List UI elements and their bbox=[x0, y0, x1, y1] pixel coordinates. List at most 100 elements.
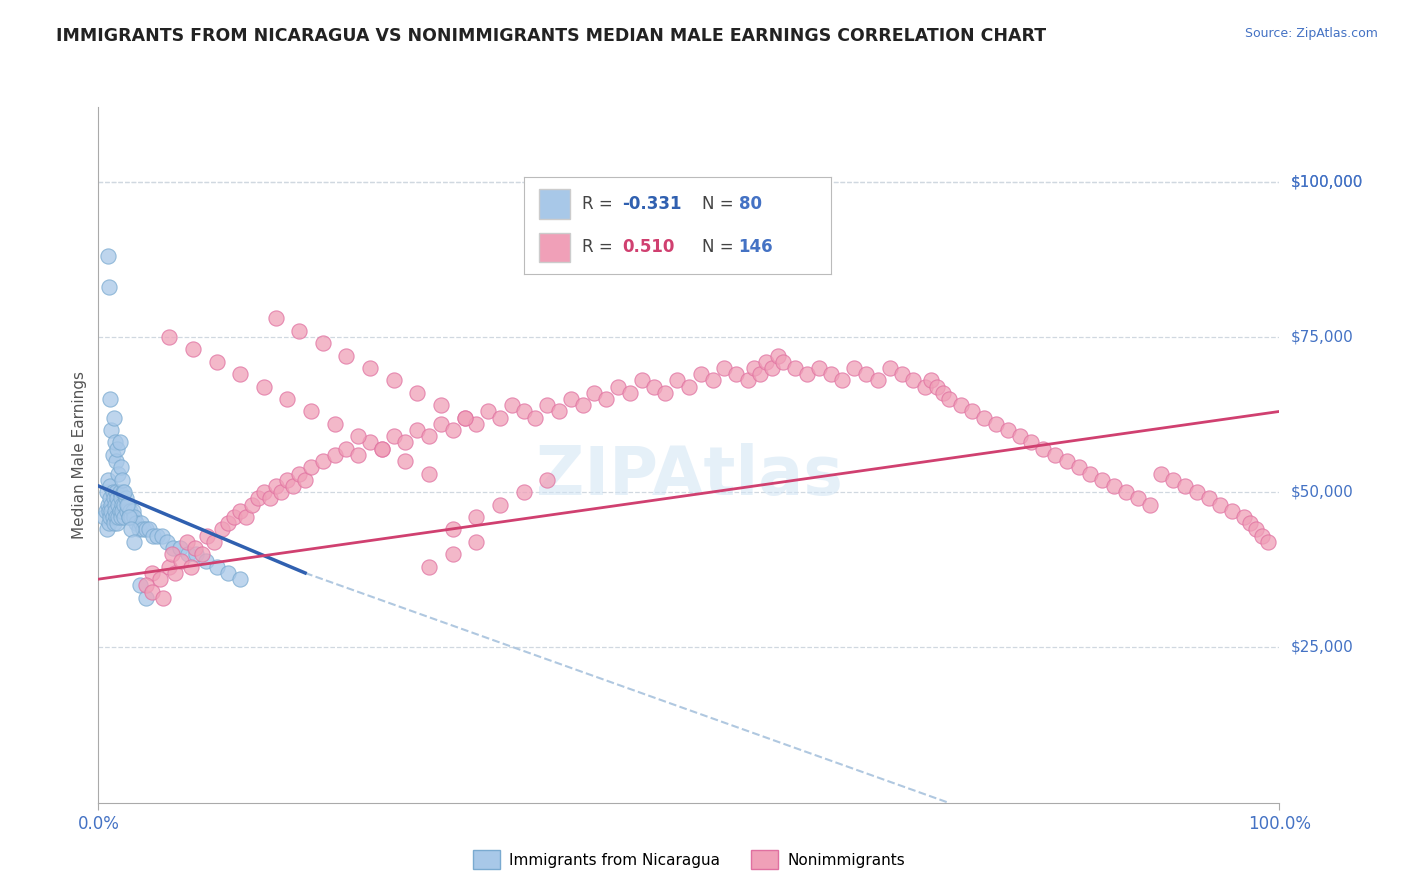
Point bbox=[121, 523, 143, 537]
Point bbox=[1209, 498, 1232, 512]
Point bbox=[1244, 523, 1267, 537]
Point bbox=[879, 360, 901, 375]
Point bbox=[264, 311, 287, 326]
Point bbox=[536, 473, 558, 487]
Point bbox=[382, 429, 405, 443]
Point bbox=[1239, 516, 1261, 531]
Point bbox=[229, 367, 252, 381]
Point bbox=[949, 398, 972, 412]
Point bbox=[761, 360, 783, 375]
Point bbox=[121, 504, 143, 518]
Point bbox=[583, 385, 606, 400]
Point bbox=[181, 343, 204, 357]
Point bbox=[430, 417, 453, 431]
Point bbox=[441, 523, 464, 537]
Point bbox=[1185, 485, 1208, 500]
Point bbox=[1250, 529, 1272, 543]
Point bbox=[105, 491, 128, 506]
Point bbox=[170, 553, 193, 567]
Point bbox=[229, 572, 252, 586]
Text: N =: N = bbox=[702, 238, 734, 256]
Point bbox=[276, 473, 298, 487]
Point bbox=[973, 410, 995, 425]
Point bbox=[595, 392, 617, 406]
Point bbox=[406, 423, 429, 437]
Text: $100,000: $100,000 bbox=[1291, 174, 1362, 189]
Point bbox=[903, 373, 925, 387]
Point bbox=[156, 534, 179, 549]
Point bbox=[1080, 467, 1102, 481]
Point bbox=[925, 379, 948, 393]
Point bbox=[246, 491, 269, 506]
Point bbox=[115, 504, 138, 518]
Point bbox=[335, 349, 357, 363]
Point bbox=[465, 417, 488, 431]
Point bbox=[536, 398, 558, 412]
Point bbox=[465, 510, 488, 524]
Point bbox=[211, 523, 233, 537]
Point bbox=[97, 473, 120, 487]
Point bbox=[177, 547, 200, 561]
Point bbox=[105, 442, 128, 456]
Point bbox=[571, 398, 593, 412]
Text: $50,000: $50,000 bbox=[1291, 484, 1354, 500]
Text: IMMIGRANTS FROM NICARAGUA VS NONIMMIGRANTS MEDIAN MALE EARNINGS CORRELATION CHAR: IMMIGRANTS FROM NICARAGUA VS NONIMMIGRAN… bbox=[56, 27, 1046, 45]
Point bbox=[103, 516, 125, 531]
Text: $25,000: $25,000 bbox=[1291, 640, 1354, 655]
Point bbox=[100, 423, 122, 437]
Point bbox=[94, 504, 117, 518]
Point bbox=[122, 510, 145, 524]
Point bbox=[418, 467, 440, 481]
Point bbox=[489, 410, 512, 425]
Point bbox=[1150, 467, 1173, 481]
Point bbox=[1056, 454, 1078, 468]
Point bbox=[108, 485, 131, 500]
Point bbox=[224, 510, 246, 524]
Point bbox=[335, 442, 357, 456]
Point bbox=[110, 491, 132, 506]
Point bbox=[101, 448, 124, 462]
Point bbox=[128, 523, 150, 537]
Point bbox=[97, 498, 120, 512]
Point bbox=[101, 485, 124, 500]
Text: 146: 146 bbox=[738, 238, 773, 256]
Point bbox=[122, 534, 145, 549]
Point bbox=[240, 498, 263, 512]
Point bbox=[98, 491, 121, 506]
Point bbox=[560, 392, 582, 406]
Point bbox=[489, 498, 512, 512]
Point bbox=[725, 367, 748, 381]
Point bbox=[205, 559, 228, 574]
Point bbox=[107, 498, 129, 512]
Point bbox=[323, 417, 346, 431]
Point bbox=[441, 423, 464, 437]
Point bbox=[110, 510, 132, 524]
Point bbox=[118, 510, 141, 524]
Point bbox=[382, 373, 405, 387]
Point bbox=[1174, 479, 1197, 493]
Point bbox=[165, 566, 187, 580]
Point bbox=[107, 467, 129, 481]
Legend: Immigrants from Nicaragua, Nonimmigrants: Immigrants from Nicaragua, Nonimmigrants bbox=[467, 845, 911, 875]
Point bbox=[477, 404, 499, 418]
Point bbox=[1021, 435, 1043, 450]
Point bbox=[737, 373, 759, 387]
Point bbox=[997, 423, 1019, 437]
Point bbox=[117, 498, 139, 512]
Point bbox=[820, 367, 842, 381]
Point bbox=[129, 516, 152, 531]
Point bbox=[962, 404, 984, 418]
Point bbox=[103, 491, 125, 506]
Point bbox=[394, 454, 416, 468]
Point bbox=[229, 504, 252, 518]
Point bbox=[512, 485, 534, 500]
Point bbox=[1198, 491, 1220, 506]
Point bbox=[512, 404, 534, 418]
Point bbox=[141, 566, 163, 580]
Point bbox=[359, 435, 381, 450]
Point bbox=[112, 510, 135, 524]
Text: R =: R = bbox=[582, 194, 613, 213]
Point bbox=[191, 547, 214, 561]
Point bbox=[264, 479, 287, 493]
Point bbox=[105, 516, 128, 531]
